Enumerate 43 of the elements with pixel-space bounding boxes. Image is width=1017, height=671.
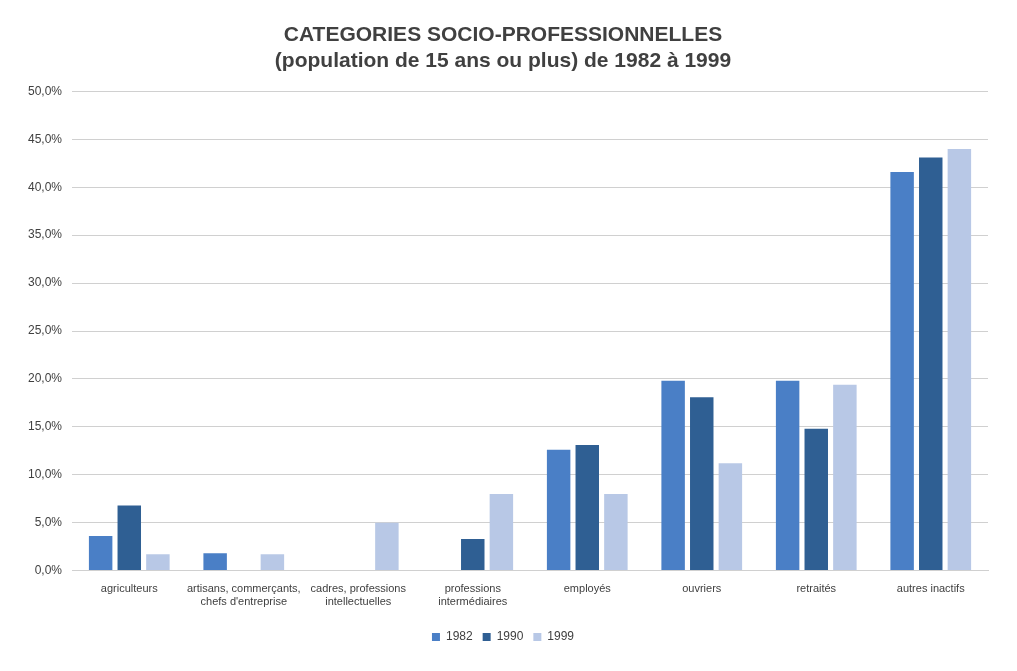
y-tick-label: 45,0% xyxy=(27,131,63,146)
x-tick-label: retraités xyxy=(796,582,837,595)
bar xyxy=(260,554,285,571)
bar xyxy=(489,493,514,571)
x-tick-label: autres inactifs xyxy=(896,582,966,595)
bar xyxy=(604,493,628,571)
bar xyxy=(775,380,800,571)
bar xyxy=(718,463,743,571)
bar xyxy=(375,522,399,571)
x-tick-label: agriculteurs xyxy=(100,582,159,595)
x-tick-label: artisans, commerçants, chefs d'entreprise xyxy=(186,582,301,608)
bar xyxy=(890,171,914,571)
y-tick-label: 35,0% xyxy=(27,227,63,242)
x-tick-label: cadres, professions intellectuelles xyxy=(310,582,407,608)
bar xyxy=(146,554,170,571)
bar xyxy=(88,536,113,571)
bar xyxy=(919,157,943,571)
legend-label: 1999 xyxy=(547,629,575,644)
y-tick-label: 50,0% xyxy=(27,83,63,98)
bar xyxy=(947,148,972,571)
legend-label: 1982 xyxy=(445,629,473,644)
bar xyxy=(833,384,857,571)
bar xyxy=(690,397,714,571)
bar xyxy=(117,505,142,571)
bar xyxy=(546,449,571,571)
legend-label: 1990 xyxy=(496,629,524,644)
bar xyxy=(575,445,599,571)
bar xyxy=(203,553,227,571)
x-tick-label: ouvriers xyxy=(682,582,722,595)
y-tick-label: 20,0% xyxy=(27,371,63,386)
y-tick-label: 15,0% xyxy=(27,419,63,434)
y-tick-label: 30,0% xyxy=(27,275,63,290)
x-tick-label: employés xyxy=(563,582,612,595)
y-tick-label: 0,0% xyxy=(34,562,63,577)
bar xyxy=(804,428,828,571)
y-tick-label: 5,0% xyxy=(34,514,63,529)
y-tick-label: 10,0% xyxy=(27,467,63,482)
y-tick-label: 25,0% xyxy=(27,323,63,338)
bar xyxy=(461,538,485,571)
x-tick-label: professions intermédiaires xyxy=(438,582,508,608)
y-tick-label: 40,0% xyxy=(27,179,63,194)
bar xyxy=(661,380,685,571)
chart-title: CATEGORIES SOCIO-PROFESSIONNELLES (population de 15 ans ou plus) de 1982 à 1999 xyxy=(274,22,732,71)
